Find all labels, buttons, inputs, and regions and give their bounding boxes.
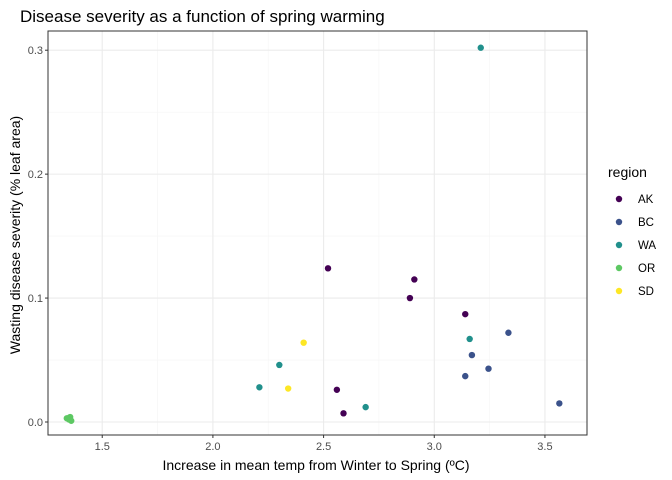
legend-label-bc: BC — [638, 217, 654, 229]
legend-label-sd: SD — [638, 286, 654, 298]
legend-label-ak: AK — [638, 194, 654, 206]
point-wa — [362, 403, 369, 411]
point-ak — [462, 310, 469, 318]
point-ak — [406, 294, 414, 302]
x-tick-label: 1.5 — [95, 441, 110, 453]
point-sd — [300, 339, 307, 346]
point-wa — [256, 384, 263, 391]
x-tick-label: 3.5 — [537, 441, 552, 453]
x-tick-label: 3.0 — [427, 441, 442, 453]
y-axis-title: Wasting disease severity (% leaf area) — [7, 116, 23, 354]
legend-key-bc — [615, 218, 623, 226]
y-tick-label: 0.1 — [28, 293, 43, 305]
legend-label-wa: WA — [638, 240, 656, 252]
y-tick-label: 0.2 — [28, 169, 43, 181]
x-tick-label: 2.5 — [316, 441, 331, 453]
point-bc — [505, 329, 512, 336]
data-points — [63, 44, 563, 424]
chart-title: Disease severity as a function of spring… — [20, 7, 385, 26]
legend-title: region — [608, 164, 647, 180]
point-bc — [485, 365, 492, 372]
point-wa — [466, 335, 473, 343]
legend-label-or: OR — [638, 263, 655, 275]
point-ak — [333, 386, 341, 393]
legend-items: AK BC WA OR SD — [615, 194, 656, 298]
legend: region AK BC WA OR SD — [608, 164, 656, 298]
point-bc — [468, 351, 476, 359]
legend-key-wa — [615, 241, 623, 249]
panel-border — [47, 30, 588, 436]
point-or — [63, 415, 71, 422]
x-tick-label: 2.0 — [205, 441, 220, 453]
point-ak — [324, 265, 332, 272]
y-tick-label: 0.3 — [28, 45, 43, 57]
y-tick-label: 0.0 — [28, 417, 43, 429]
y-axis: 0.0 0.1 0.2 0.3 — [28, 45, 48, 429]
point-ak — [411, 276, 418, 283]
point-wa — [477, 44, 484, 51]
point-wa — [276, 361, 283, 369]
x-axis-title: Increase in mean temp from Winter to Spr… — [163, 457, 470, 473]
point-ak — [340, 410, 347, 417]
grid — [48, 31, 587, 435]
x-axis: 1.5 2.0 2.5 3.0 3.5 — [95, 435, 553, 453]
legend-key-sd — [615, 287, 623, 295]
point-bc — [462, 372, 469, 380]
point-bc — [556, 400, 563, 407]
legend-key-or — [615, 264, 623, 272]
legend-key-ak — [615, 195, 623, 203]
point-sd — [284, 385, 292, 392]
